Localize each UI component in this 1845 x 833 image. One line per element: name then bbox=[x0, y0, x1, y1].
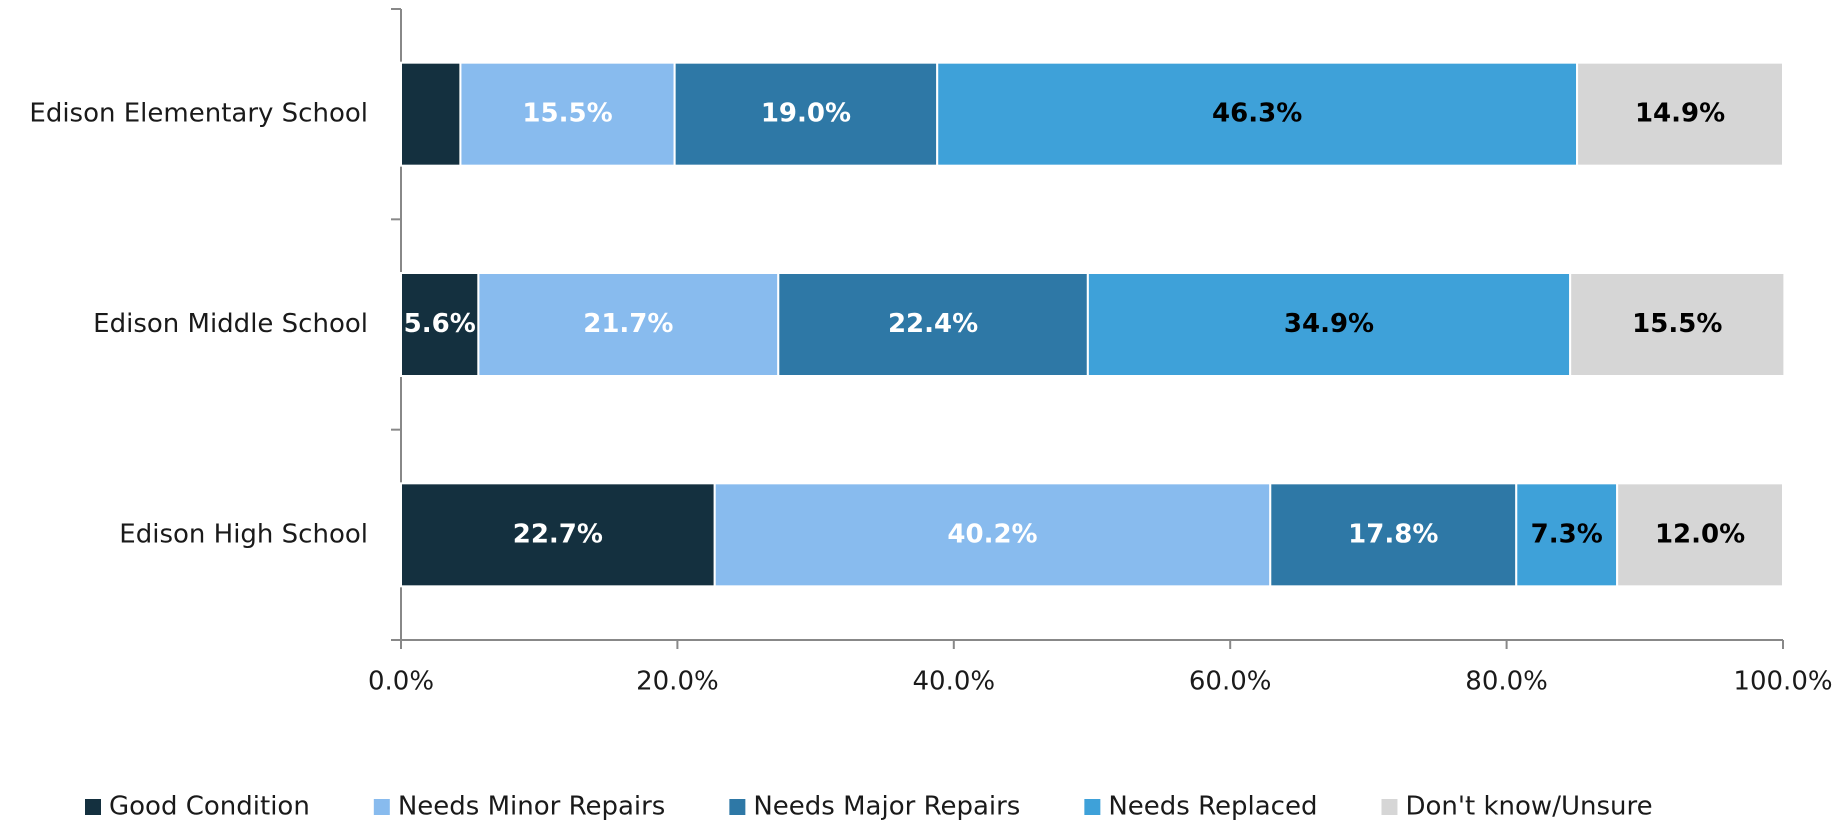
bar-segment bbox=[1576, 61, 1785, 167]
data-label: 46.3% bbox=[1212, 99, 1302, 129]
bar-segment bbox=[400, 482, 716, 588]
bar-segment bbox=[1515, 482, 1619, 588]
data-label: 15.5% bbox=[522, 99, 612, 129]
data-label: 40.2% bbox=[947, 519, 1037, 549]
legend-swatch bbox=[1381, 799, 1398, 815]
bar-segment bbox=[477, 272, 780, 377]
bar-segment bbox=[673, 61, 939, 167]
data-label: 22.4% bbox=[888, 309, 978, 339]
data-label: 17.8% bbox=[1348, 519, 1438, 549]
data-label: 22.7% bbox=[513, 519, 603, 549]
bar-segment bbox=[1269, 482, 1518, 588]
category-label: Edison High School bbox=[119, 519, 368, 549]
data-label: 12.0% bbox=[1655, 519, 1745, 549]
category-label: Edison Elementary School bbox=[29, 99, 368, 129]
bar-segment bbox=[459, 61, 676, 167]
bar-segment bbox=[1569, 272, 1786, 377]
bar-segment bbox=[400, 272, 480, 377]
data-label: 19.0% bbox=[761, 99, 851, 129]
legend-swatch bbox=[373, 799, 390, 815]
data-label: 14.9% bbox=[1635, 99, 1725, 129]
bar-segment bbox=[1616, 482, 1785, 588]
legend-swatch bbox=[85, 799, 101, 815]
x-tick-label: 0.0% bbox=[368, 667, 434, 697]
legend-swatch bbox=[1084, 799, 1101, 815]
legend-label: Don't know/Unsure bbox=[1405, 792, 1652, 822]
bar-segment bbox=[713, 482, 1272, 588]
bar-segment bbox=[777, 272, 1089, 377]
x-tick-label: 20.0% bbox=[636, 667, 719, 697]
bar-segment bbox=[400, 61, 462, 167]
data-label: 21.7% bbox=[583, 309, 673, 339]
data-label: 5.6% bbox=[404, 309, 476, 339]
legend-swatch bbox=[729, 799, 746, 815]
legend-label: Needs Minor Repairs bbox=[398, 792, 666, 822]
legend-label: Needs Major Repairs bbox=[753, 792, 1020, 822]
legend-label: Good Condition bbox=[109, 792, 310, 822]
data-label: 7.3% bbox=[1531, 519, 1603, 549]
x-tick-label: 60.0% bbox=[1189, 667, 1272, 697]
legend-label: Needs Replaced bbox=[1108, 792, 1317, 822]
category-label: Edison Middle School bbox=[93, 309, 368, 339]
data-label: 34.9% bbox=[1284, 309, 1374, 339]
x-tick-label: 40.0% bbox=[912, 667, 995, 697]
x-tick-label: 100.0% bbox=[1733, 667, 1832, 697]
bar-segment bbox=[936, 61, 1579, 167]
data-label: 15.5% bbox=[1632, 309, 1722, 339]
x-tick-label: 80.0% bbox=[1465, 667, 1548, 697]
